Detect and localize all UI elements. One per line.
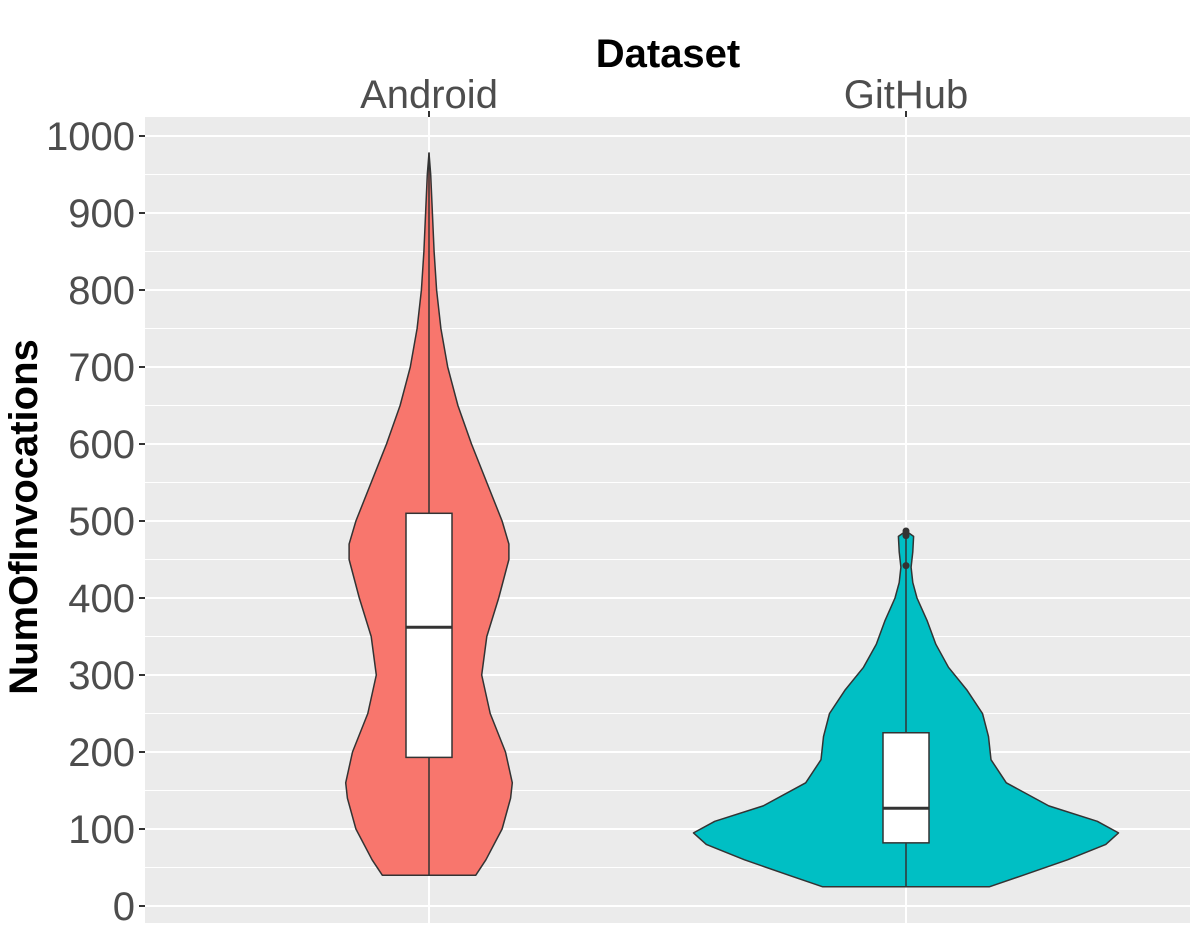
y-tick-label: 400: [68, 577, 135, 621]
y-tick-label: 900: [68, 192, 135, 236]
y-tick-label: 200: [68, 731, 135, 775]
y-tick-label: 300: [68, 654, 135, 698]
violins: [344, 152, 1120, 888]
x-axis-title: Dataset: [596, 32, 741, 76]
violin-github: [692, 527, 1120, 888]
y-axis-title: NumOfInvocations: [2, 339, 46, 695]
y-tick-label: 0: [113, 885, 135, 929]
x-tick-label: Android: [360, 73, 498, 117]
y-tick-label: 1000: [46, 115, 135, 159]
y-tick-label: 500: [68, 500, 135, 544]
y-tick-label: 100: [68, 808, 135, 852]
violin-android: [344, 152, 514, 876]
x-axis-ticks: Android GitHub: [360, 73, 968, 117]
outlier-point: [902, 527, 910, 535]
y-tick-label: 700: [68, 346, 135, 390]
x-tick-label: GitHub: [844, 73, 969, 117]
y-axis-ticks: 0 100 200 300 400 500 600 700 800 900 1000: [46, 115, 145, 929]
box: [405, 512, 453, 759]
box: [882, 732, 930, 844]
outlier-point: [902, 562, 910, 570]
y-tick-label: 600: [68, 423, 135, 467]
y-tick-label: 800: [68, 269, 135, 313]
